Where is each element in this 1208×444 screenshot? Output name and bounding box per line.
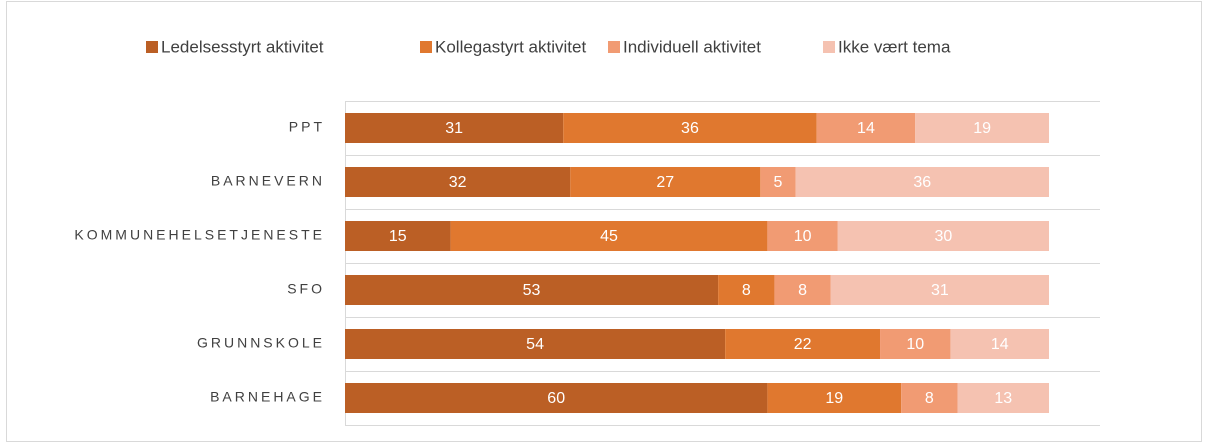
data-label: 14 (857, 120, 875, 137)
bar-segment (816, 113, 916, 143)
y-tick-label: PPT (289, 119, 325, 135)
bar-segment (345, 329, 726, 359)
data-label: 10 (906, 336, 924, 353)
bar-segment (725, 329, 881, 359)
data-label: 14 (991, 336, 1009, 353)
data-label: 27 (656, 174, 674, 191)
bar-segment (957, 383, 1049, 413)
data-label: 5 (774, 174, 783, 191)
data-label: 8 (798, 282, 807, 299)
legend-label: Ledelsesstyrt aktivitet (161, 37, 324, 56)
bar-segment (915, 113, 1049, 143)
legend-label: Individuell aktivitet (623, 37, 761, 56)
bar-segment (880, 329, 951, 359)
y-tick-label: SFO (287, 281, 325, 297)
data-label: 8 (925, 390, 934, 407)
legend-label: Ikke vært tema (838, 37, 951, 56)
bar-segment (901, 383, 958, 413)
data-label: 36 (913, 174, 931, 191)
data-label: 19 (825, 390, 843, 407)
bar-segment (570, 167, 761, 197)
bar-segment (718, 275, 775, 305)
legend-swatch (823, 41, 835, 53)
bar-segment (450, 221, 768, 251)
data-label: 31 (445, 120, 463, 137)
bar-segment (345, 275, 719, 305)
data-label: 45 (600, 228, 618, 245)
bar-segment (760, 167, 796, 197)
data-label: 31 (931, 282, 949, 299)
bar-segment (767, 383, 902, 413)
bar-segment (830, 275, 1049, 305)
data-label: 36 (681, 120, 699, 137)
bar-segment (950, 329, 1049, 359)
legend-label: Kollegastyrt aktivitet (435, 37, 586, 56)
data-label: 53 (523, 282, 541, 299)
data-label: 54 (526, 336, 544, 353)
legend-swatch (608, 41, 620, 53)
data-label: 8 (742, 282, 751, 299)
bar-segment (345, 383, 768, 413)
legend-swatch (146, 41, 158, 53)
data-label: 10 (794, 228, 812, 245)
bar-segment (767, 221, 838, 251)
y-tick-label: BARNEHAGE (210, 389, 325, 405)
bar-segment (795, 167, 1049, 197)
data-label: 30 (935, 228, 953, 245)
y-tick-label: BARNEVERN (211, 173, 325, 189)
y-tick-label: KOMMUNEHELSETJENESTE (74, 227, 325, 243)
y-tick-label: GRUNNSKOLE (197, 335, 325, 351)
bar-segment (837, 221, 1049, 251)
data-label: 32 (449, 174, 467, 191)
bar-segment (345, 113, 564, 143)
data-label: 15 (389, 228, 407, 245)
data-label: 19 (973, 120, 991, 137)
data-label: 60 (547, 390, 565, 407)
data-label: 13 (994, 390, 1012, 407)
bar-segment (774, 275, 831, 305)
bar-segment (345, 167, 571, 197)
bar-segment (563, 113, 817, 143)
bar-segment (345, 221, 451, 251)
legend-swatch (420, 41, 432, 53)
data-label: 22 (794, 336, 812, 353)
